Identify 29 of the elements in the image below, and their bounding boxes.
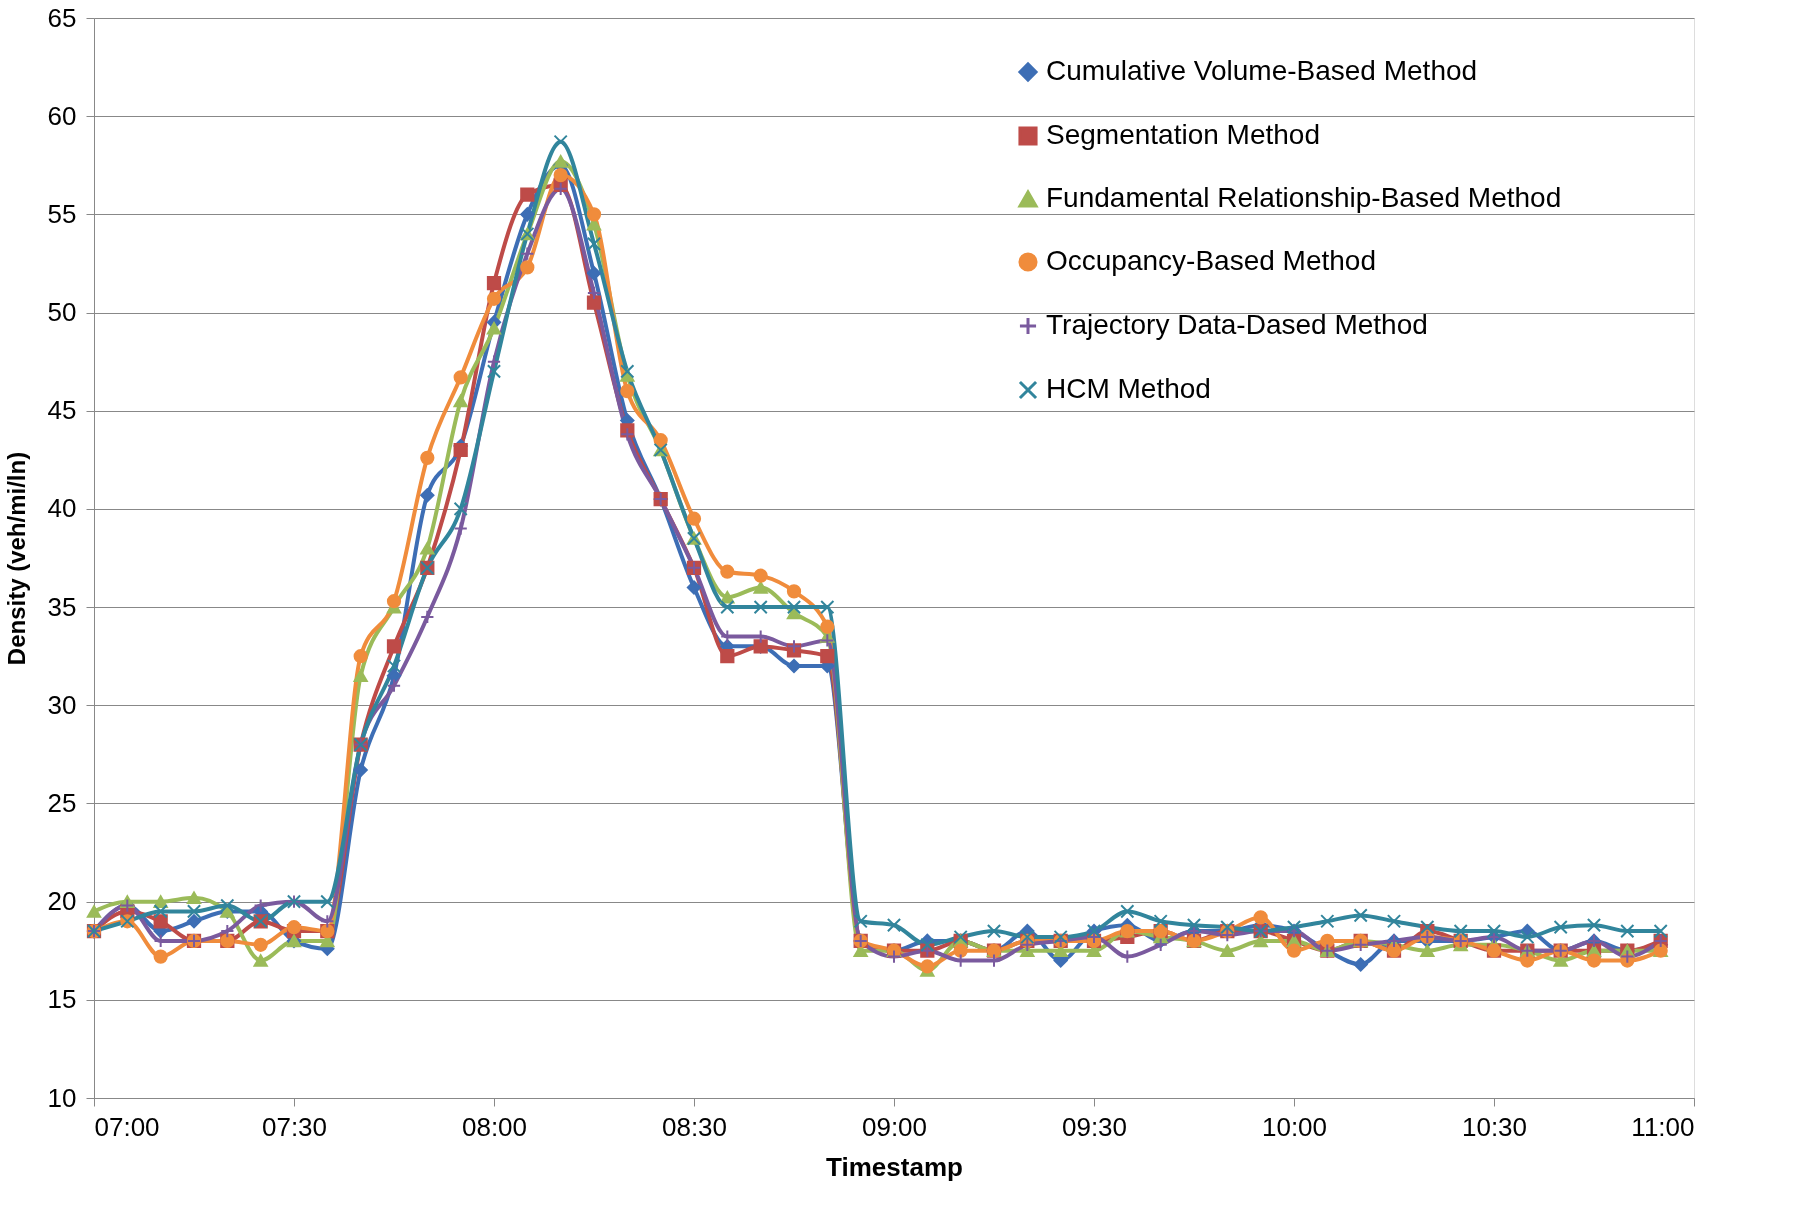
- y-tick-label: 35: [47, 591, 77, 622]
- y-tick-label: 50: [47, 297, 77, 328]
- legend-label: Occupancy-Based Method: [1046, 245, 1376, 276]
- y-axis-title: Density (veh/mi/ln): [2, 451, 30, 666]
- legend-label: HCM Method: [1046, 373, 1211, 404]
- y-tick-label: 30: [47, 689, 77, 720]
- y-tick-label: 60: [47, 100, 77, 131]
- x-axis-title: Timestamp: [826, 1151, 963, 1182]
- legend-label: Trajectory Data-Dased Method: [1046, 309, 1428, 340]
- x-tick-label: 09:00: [861, 1111, 928, 1142]
- y-tick-label: 15: [47, 984, 77, 1015]
- y-tick-label: 55: [47, 198, 77, 229]
- y-tick-label: 10: [47, 1082, 77, 1113]
- x-tick-label: 08:30: [661, 1111, 728, 1142]
- x-tick-label: 10:00: [1261, 1111, 1328, 1142]
- y-tick-label: 40: [47, 493, 77, 524]
- x-tick-label: 08:00: [461, 1111, 528, 1142]
- legend-label: Cumulative Volume-Based Method: [1046, 55, 1478, 86]
- x-tick-label: 11:00: [1631, 1111, 1695, 1142]
- x-tick-label: 07:00: [94, 1111, 160, 1142]
- y-tick-label: 65: [47, 2, 77, 33]
- y-tick-label: 45: [47, 395, 77, 426]
- legend-label: Segmentation Method: [1046, 119, 1320, 150]
- y-tick-label: 25: [47, 787, 77, 818]
- legend-label: Fundamental Relationship-Based Method: [1046, 182, 1562, 213]
- x-tick-label: 09:30: [1061, 1111, 1128, 1142]
- x-tick-label: 10:30: [1461, 1111, 1528, 1142]
- x-tick-label: 07:30: [261, 1111, 328, 1142]
- y-tick-label: 20: [47, 886, 77, 917]
